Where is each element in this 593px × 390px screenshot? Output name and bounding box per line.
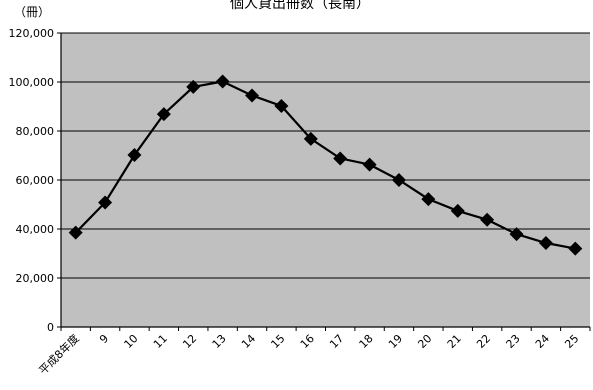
data-point-marker — [274, 99, 289, 114]
y-tick-label: 20,000 — [16, 272, 55, 285]
data-point-marker — [421, 192, 436, 207]
y-tick-label: 100,000 — [9, 76, 55, 89]
series-line — [74, 80, 576, 250]
y-tick-label: 60,000 — [16, 174, 55, 187]
data-point-marker — [303, 131, 318, 146]
x-tick-label: 14 — [239, 332, 258, 351]
x-tick-label: 15 — [268, 332, 287, 351]
x-tick-label: 9 — [97, 332, 111, 346]
x-tick-label: 25 — [562, 332, 581, 351]
data-point-marker — [156, 107, 171, 122]
data-point-marker — [538, 235, 553, 250]
data-point-marker — [186, 79, 201, 94]
x-tick-label: 19 — [386, 332, 405, 351]
data-point-marker — [98, 195, 113, 210]
x-tick-label: 24 — [533, 332, 552, 351]
data-point-marker — [509, 227, 524, 242]
x-tick-label: 18 — [357, 332, 376, 351]
y-tick-label: 80,000 — [16, 125, 55, 138]
data-point-marker — [245, 88, 260, 103]
gridlines — [61, 32, 590, 279]
x-tick-label: 21 — [445, 332, 464, 351]
x-tick-label: 12 — [180, 332, 199, 351]
x-tick-label: 16 — [298, 332, 317, 351]
chart-title: 個人貸出冊数（長南） — [230, 0, 370, 12]
x-tick-label: 20 — [415, 332, 434, 351]
data-point-marker — [480, 212, 495, 227]
x-tick-label: 17 — [327, 332, 346, 351]
x-tick-label: 23 — [504, 332, 523, 351]
x-tick-label: 22 — [474, 332, 493, 351]
data-point-marker — [568, 241, 583, 256]
data-point-marker — [333, 151, 348, 166]
x-tick-label: 11 — [151, 332, 170, 351]
y-tick-label: 120,000 — [9, 27, 55, 40]
data-point-marker — [391, 173, 406, 187]
data-point-marker — [450, 203, 465, 218]
data-point-marker — [127, 148, 142, 163]
series-markers — [68, 74, 583, 256]
y-tick-label: 0 — [47, 321, 54, 334]
y-tick-label: 40,000 — [16, 223, 55, 236]
data-point-marker — [215, 74, 230, 89]
x-tick-label: 10 — [122, 332, 141, 351]
data-point-marker — [362, 157, 377, 172]
series-line-group — [74, 80, 576, 250]
x-tick-label: 13 — [210, 332, 229, 351]
x-tick-label: 平成8年度 — [36, 331, 82, 377]
y-unit-label: （冊） — [14, 5, 50, 19]
data-point-marker — [68, 225, 83, 240]
